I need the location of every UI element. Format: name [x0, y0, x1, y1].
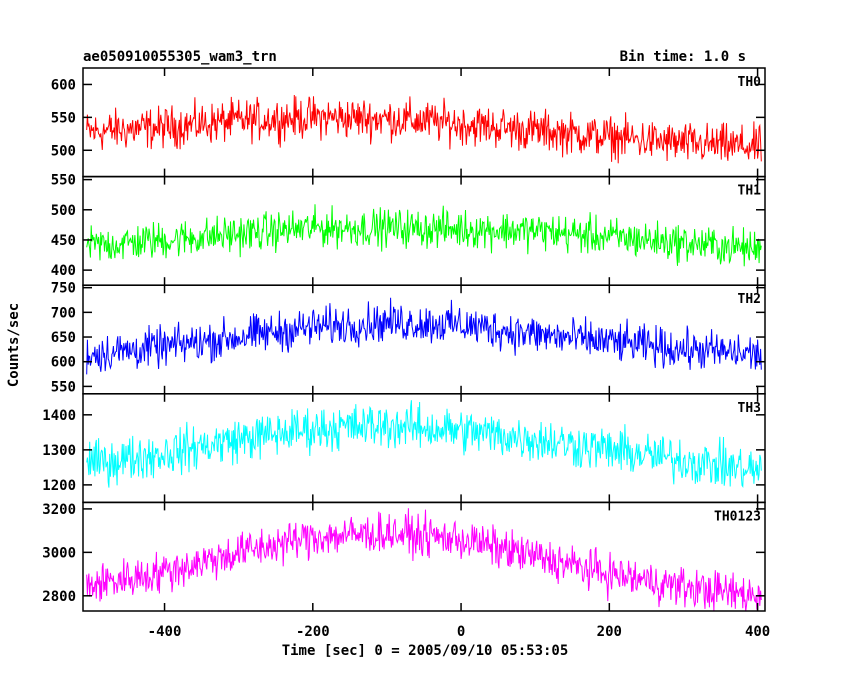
series-line-th1 [86, 204, 762, 267]
x-tick-label: 400 [745, 624, 770, 640]
y-tick-label: 3200 [42, 502, 76, 518]
chart-subtitle: Bin time: 1.0 s [620, 49, 746, 65]
series-line-th0 [86, 94, 762, 164]
x-tick-label: 0 [457, 624, 465, 640]
series-line-th2 [86, 297, 762, 375]
series-line-th3 [86, 400, 762, 489]
y-tick-label: 600 [51, 77, 76, 93]
y-tick-label: 400 [51, 263, 76, 279]
y-axis-label: Counts/sec [6, 303, 22, 387]
series-label-th1: TH1 [738, 184, 762, 199]
y-tick-label: 1200 [42, 478, 76, 494]
series-label-th0123: TH0123 [714, 509, 761, 524]
x-tick-label: -400 [148, 624, 182, 640]
y-tick-label: 550 [51, 379, 76, 395]
panel-frame-th0123 [82, 501, 766, 612]
y-tick-label: 550 [51, 173, 76, 189]
series-label-th0: TH0 [738, 75, 762, 90]
y-tick-label: 500 [51, 143, 76, 159]
y-tick-label: 700 [51, 305, 76, 321]
chart-title: ae050910055305_wam3_trn [83, 49, 277, 65]
y-tick-label: 650 [51, 330, 76, 346]
y-tick-label: 450 [51, 233, 76, 249]
series-line-th0123 [86, 508, 762, 611]
y-tick-label: 2800 [42, 589, 76, 605]
y-tick-label: 3000 [42, 545, 76, 561]
x-tick-label: 200 [597, 624, 622, 640]
y-tick-label: 1400 [42, 408, 76, 424]
panels: TH0 500 550 600 TH1 400 450 500 550 TH2 550 600 650 7… [42, 67, 770, 640]
y-tick-label: 550 [51, 110, 76, 126]
y-tick-label: 500 [51, 203, 76, 219]
x-tick-label: -200 [296, 624, 330, 640]
y-tick-label: 750 [51, 281, 76, 297]
series-label-th2: TH2 [738, 292, 761, 307]
series-label-th3: TH3 [738, 401, 761, 416]
x-axis-label: Time [sec] 0 = 2005/09/10 05:53:05 [282, 643, 569, 659]
y-tick-label: 600 [51, 355, 76, 371]
y-tick-label: 1300 [42, 443, 76, 459]
